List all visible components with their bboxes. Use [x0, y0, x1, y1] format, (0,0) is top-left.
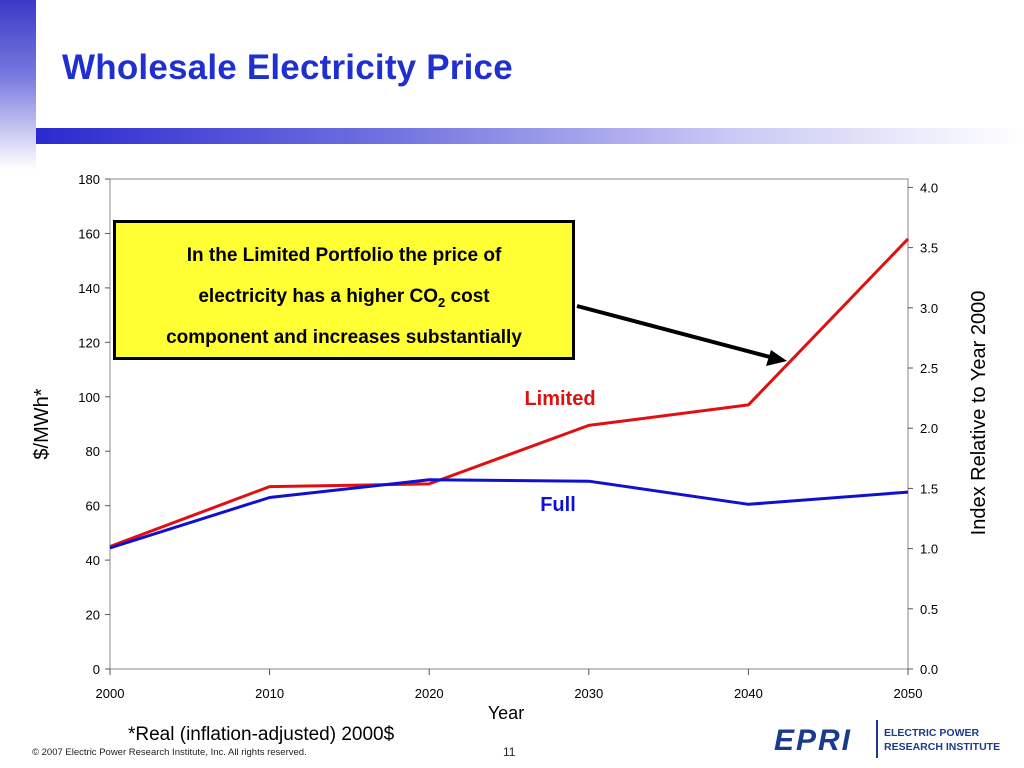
- callout-line-2-post: cost: [445, 286, 490, 307]
- y2-tick-label-2: 1.0: [920, 542, 938, 557]
- x-tick-label-3: 2030: [574, 686, 603, 701]
- y-tick-label-8: 160: [78, 226, 100, 241]
- callout-line-2-subscript: 2: [438, 294, 446, 310]
- copyright-text: © 2007 Electric Power Research Institute…: [32, 747, 307, 758]
- x-axis-label: Year: [488, 703, 524, 723]
- y2-tick-label-4: 2.0: [920, 421, 938, 436]
- callout-line-1: In the Limited Portfolio the price of: [186, 245, 502, 266]
- decorative-left-strip: [0, 0, 36, 170]
- callout-arrow-line: [576, 304, 771, 359]
- y2-axis-ticks: 0.0 0.5 1.0 1.5 2.0 2.5 3.0 3.5 4.0: [908, 180, 938, 677]
- title-gradient-bar: [36, 128, 1024, 144]
- y2-tick-label-0: 0.0: [920, 662, 938, 677]
- slide-title: Wholesale Electricity Price: [62, 48, 513, 87]
- footnote: *Real (inflation-adjusted) 2000$: [128, 724, 395, 745]
- page-number: 11: [503, 745, 516, 759]
- epri-logo-line-1: ELECTRIC POWER: [884, 727, 980, 739]
- y2-tick-label-5: 2.5: [920, 361, 938, 376]
- epri-logo-line-2: RESEARCH INSTITUTE: [884, 741, 1000, 753]
- x-tick-label-2: 2020: [415, 686, 444, 701]
- series-line-limited: [109, 237, 910, 548]
- x-tick-label-5: 2050: [894, 686, 923, 701]
- y2-tick-label-6: 3.0: [920, 301, 938, 316]
- series-layer: Limited Full: [109, 237, 910, 550]
- callout-line-2: electricity has a higher CO2 cost: [116, 276, 572, 317]
- x-tick-label-0: 2000: [96, 686, 125, 701]
- y-tick-label-9: 180: [78, 172, 100, 187]
- y-axis-ticks: 0 20 40 60 80 100 120 140 160 180: [78, 172, 110, 677]
- callout-line-3: component and increases substantially: [166, 327, 522, 348]
- epri-logo: EPRI ELECTRIC POWER RESEARCH INSTITUTE: [774, 720, 1000, 758]
- y2-tick-label-1: 0.5: [920, 602, 938, 617]
- y-tick-label-7: 140: [78, 281, 100, 296]
- y-tick-label-2: 40: [86, 553, 100, 568]
- x-tick-label-1: 2010: [255, 686, 284, 701]
- callout-line-2-pre: electricity has a higher CO: [198, 286, 439, 307]
- y-tick-label-4: 80: [86, 444, 100, 459]
- y-tick-label-1: 20: [86, 608, 100, 623]
- epri-logo-divider: [876, 720, 878, 758]
- y2-tick-label-8: 4.0: [920, 180, 938, 195]
- series-label-limited: Limited: [524, 388, 595, 410]
- y2-axis-label: Index Relative to Year 2000: [968, 291, 990, 536]
- y2-tick-label-3: 1.5: [920, 481, 938, 496]
- y-tick-label-0: 0: [93, 662, 100, 677]
- series-line-full: [109, 478, 909, 550]
- y2-tick-label-7: 3.5: [920, 241, 938, 256]
- y-tick-label-6: 120: [78, 335, 100, 350]
- x-axis-ticks: 2000 2010 2020 2030 2040 2050: [96, 669, 923, 701]
- y-tick-label-5: 100: [78, 390, 100, 405]
- callout-box: In the Limited Portfolio the price of el…: [113, 220, 575, 360]
- y-tick-label-3: 60: [86, 499, 100, 514]
- x-tick-label-4: 2040: [734, 686, 763, 701]
- epri-logo-mark: EPRI: [774, 724, 852, 757]
- series-label-full: Full: [540, 494, 576, 516]
- callout-arrowhead: [766, 350, 787, 366]
- y-axis-label: $/MWh*: [31, 388, 53, 459]
